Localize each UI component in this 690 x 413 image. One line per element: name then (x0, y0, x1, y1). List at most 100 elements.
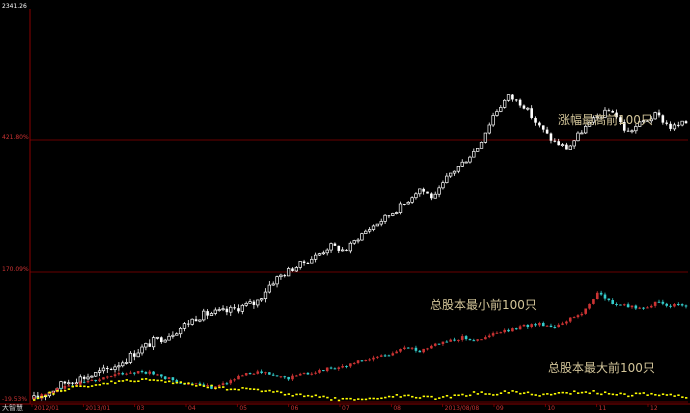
candle-body (622, 122, 626, 131)
large-cap-point (438, 397, 441, 399)
candle-body (646, 307, 649, 309)
large-cap-point (503, 390, 507, 392)
large-cap-point (249, 388, 252, 390)
candle-body (148, 343, 152, 347)
candle-body (194, 383, 198, 385)
large-cap-point (627, 395, 630, 398)
large-cap-point (48, 391, 51, 394)
candle-body (565, 144, 568, 150)
large-cap-point (245, 387, 248, 390)
candle-body (676, 124, 680, 126)
large-cap-point (592, 390, 595, 392)
candle-body (198, 383, 202, 385)
large-cap-point (519, 392, 522, 395)
candle-body (452, 170, 457, 174)
candle-body (248, 373, 252, 375)
large-cap-point (495, 393, 499, 396)
candle-body (649, 118, 653, 122)
candle-body (198, 319, 202, 322)
candle-body (584, 308, 587, 314)
candle-body (90, 375, 94, 378)
candle-body (653, 112, 657, 120)
candle-body (391, 213, 395, 216)
x-tick-label-11: 11 (599, 405, 607, 412)
candle-body (607, 110, 611, 112)
candle-body (190, 318, 194, 325)
candle-body (684, 121, 688, 124)
candle-body (565, 321, 568, 324)
candle-body (233, 379, 236, 381)
candle-body (653, 301, 657, 306)
candle-body (256, 299, 260, 306)
candle-body (669, 305, 672, 307)
candle-body (511, 328, 514, 332)
candle-body (345, 249, 348, 251)
candle-body (321, 252, 325, 255)
candle-body (298, 373, 302, 376)
candle-body (152, 371, 155, 375)
candle-body (545, 129, 549, 134)
candle-body (94, 372, 98, 377)
candle-body (175, 333, 179, 336)
candle-body (545, 325, 549, 327)
large-cap-point (63, 389, 67, 392)
y-tick-label-2: -19.53% (2, 396, 27, 403)
candle-body (484, 337, 487, 340)
candle-body (375, 223, 380, 227)
candle-body (229, 380, 233, 384)
large-cap-point (457, 394, 460, 397)
candle-body (259, 298, 264, 301)
candle-body (572, 140, 576, 147)
candle-body (275, 276, 279, 285)
candle-body (187, 323, 190, 325)
x-tick-label-12: 12 (650, 405, 658, 412)
candle-body (171, 334, 175, 337)
candle-body (106, 368, 109, 370)
x-tick-label-6: 07 (342, 405, 350, 412)
candle-body (233, 307, 236, 309)
candle-body (445, 175, 449, 183)
large-cap-point (615, 393, 618, 396)
candle-body (136, 352, 140, 358)
candle-body (302, 372, 306, 374)
candle-body (599, 292, 603, 295)
candle-body (665, 122, 669, 124)
large-cap-point (526, 391, 530, 394)
candle-body (202, 384, 206, 386)
candle-body (587, 121, 592, 127)
candle-body (217, 309, 221, 311)
candle-body (410, 347, 414, 349)
large-cap-point (646, 394, 649, 396)
candle-body (337, 367, 341, 369)
candle-body (530, 108, 533, 118)
candle-body (225, 308, 229, 313)
candle-body (414, 347, 418, 351)
candle-body (144, 343, 148, 348)
candle-body (661, 115, 665, 123)
candle-body (615, 304, 618, 306)
large-cap-point (94, 384, 98, 386)
large-cap-point (40, 396, 44, 398)
candle-body (630, 130, 634, 133)
candle-body (638, 121, 642, 127)
candle-body (538, 322, 541, 326)
candle-body (399, 349, 402, 352)
large-cap-point (198, 384, 202, 386)
candle-body (86, 380, 90, 383)
header-bar (0, 0, 690, 9)
candle-body (341, 366, 344, 368)
candle-body (263, 291, 268, 299)
candle-body (340, 249, 345, 252)
candle-body (371, 225, 376, 230)
candle-body (367, 229, 372, 232)
large-cap-point (202, 385, 206, 387)
candle-body (595, 116, 599, 119)
candle-body (669, 123, 672, 129)
candle-body (491, 115, 495, 126)
candle-body (244, 373, 248, 376)
candle-body (626, 304, 630, 308)
candle-body (51, 392, 55, 394)
large-cap-point (607, 392, 611, 395)
candle-body (133, 353, 136, 357)
large-cap-point (580, 391, 584, 394)
